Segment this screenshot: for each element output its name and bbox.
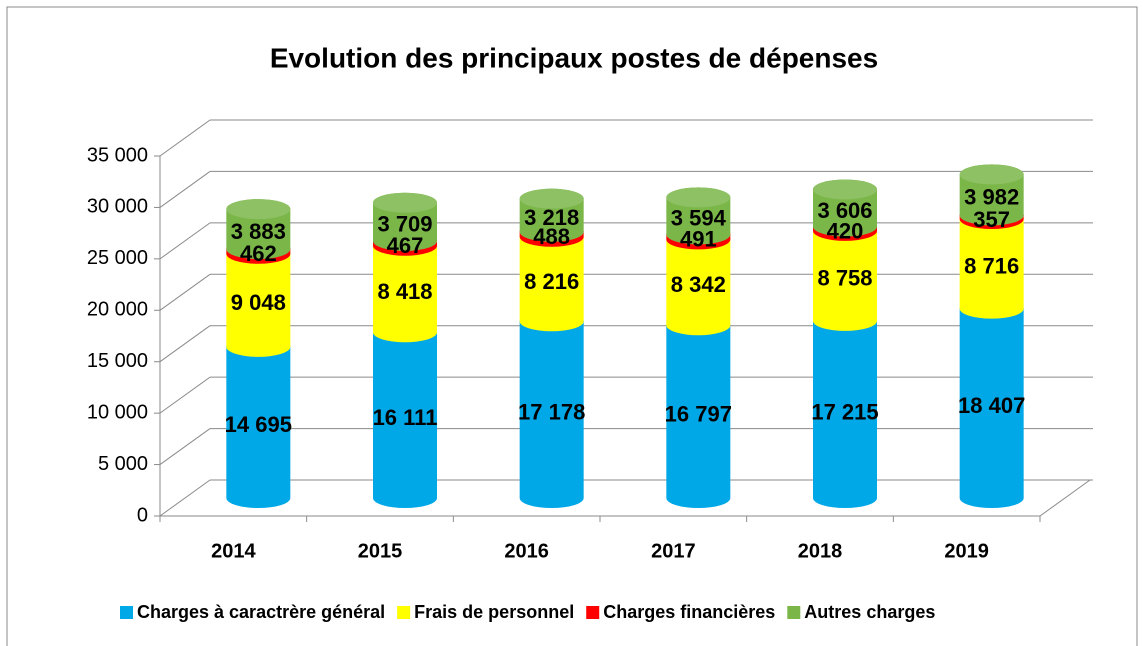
legend-label: Charges financières xyxy=(603,602,775,622)
grid-line xyxy=(159,119,211,157)
data-label: 3 982 xyxy=(964,185,1019,210)
legend-label: Autres charges xyxy=(804,602,935,622)
bar-cap xyxy=(519,188,584,209)
data-label: 8 758 xyxy=(817,266,872,291)
data-label: 3 594 xyxy=(671,206,727,231)
y-tick-label: 10 000 xyxy=(87,401,148,423)
bar-segment xyxy=(373,322,437,508)
bar-cap xyxy=(959,164,1024,185)
grid-line xyxy=(159,325,211,363)
x-tick-label: 2016 xyxy=(504,540,549,562)
bar-segment xyxy=(226,243,291,357)
x-tick-label: 2018 xyxy=(798,540,843,562)
x-tick-label: 2015 xyxy=(358,540,403,562)
chart-title: Evolution des principaux postes de dépen… xyxy=(270,42,878,73)
legend-swatch xyxy=(120,606,133,619)
grid-line xyxy=(159,273,211,311)
data-label: 16 111 xyxy=(373,405,438,430)
x-tick-label: 2017 xyxy=(651,540,696,562)
data-label: 420 xyxy=(827,219,864,244)
bar-segment xyxy=(226,336,291,508)
data-label: 491 xyxy=(680,227,717,252)
data-label: 467 xyxy=(387,233,424,258)
grid-line xyxy=(159,428,211,465)
legend-swatch xyxy=(586,606,600,619)
data-label: 3 606 xyxy=(817,198,872,223)
y-tick-label: 0 xyxy=(137,504,148,526)
data-label: 17 178 xyxy=(518,399,585,424)
legend-swatch xyxy=(397,606,411,619)
data-label: 8 342 xyxy=(671,272,726,297)
y-tick-label: 25 000 xyxy=(87,247,148,269)
grid-line xyxy=(159,222,211,260)
bar-segment xyxy=(666,315,731,508)
bar-segment xyxy=(813,220,877,331)
data-label: 8 418 xyxy=(377,279,432,304)
bar-segment xyxy=(959,298,1024,508)
data-label: 3 218 xyxy=(524,205,579,230)
data-label: 8 716 xyxy=(964,254,1019,279)
bar-segment xyxy=(519,226,584,332)
bar-cap xyxy=(226,199,291,220)
y-tick-label: 15 000 xyxy=(87,350,148,372)
data-label: 17 215 xyxy=(811,399,878,424)
data-label: 357 xyxy=(973,207,1010,232)
legend-label: Charges à caractrère général xyxy=(137,602,385,622)
bar-segment xyxy=(519,311,584,508)
data-label: 8 216 xyxy=(524,269,579,294)
grid-line xyxy=(159,479,211,517)
data-label: 9 048 xyxy=(231,290,286,315)
grid-line xyxy=(159,376,211,414)
y-tick-label: 30 000 xyxy=(87,196,148,218)
bar-segment xyxy=(813,310,877,508)
x-tick-label: 2019 xyxy=(944,540,989,562)
legend-label: Frais de personnel xyxy=(414,602,574,622)
data-label: 462 xyxy=(240,241,277,266)
y-tick-label: 5 000 xyxy=(98,453,148,475)
data-label: 3 883 xyxy=(231,219,286,244)
grid-line xyxy=(159,171,211,208)
y-tick-label: 20 000 xyxy=(87,299,148,321)
y-tick-label: 35 000 xyxy=(87,144,148,166)
bar-segment xyxy=(959,209,1024,319)
floor-edge xyxy=(1039,479,1091,517)
data-label: 16 797 xyxy=(665,401,732,426)
bar-cap xyxy=(813,179,877,200)
bar-cap xyxy=(666,187,731,208)
data-label: 488 xyxy=(533,224,570,249)
legend-swatch xyxy=(787,606,801,619)
bar-segment xyxy=(666,229,731,336)
data-label: 18 407 xyxy=(958,393,1025,418)
data-label: 3 709 xyxy=(377,212,432,237)
x-tick-label: 2014 xyxy=(211,540,256,562)
bar-segment xyxy=(373,235,437,343)
bar-cap xyxy=(373,192,437,213)
data-label: 14 695 xyxy=(225,412,292,437)
